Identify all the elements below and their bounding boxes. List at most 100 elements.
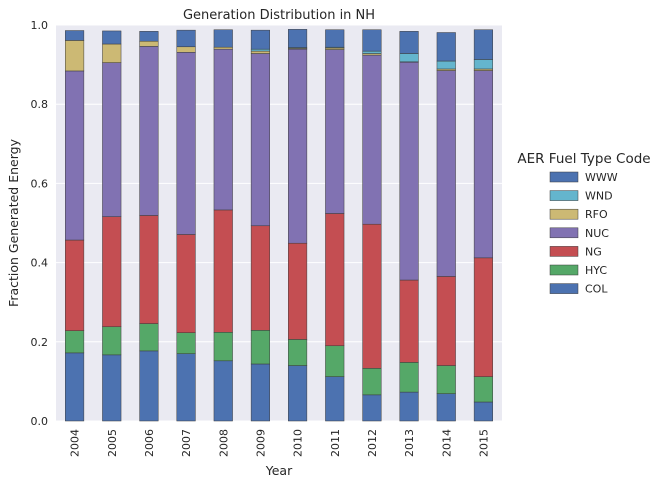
bar-segment-ng [362, 223, 382, 369]
bar-segment-nuc [399, 61, 419, 281]
bar-segment-nuc [139, 46, 159, 216]
bar-segment-rfo [102, 43, 122, 63]
bar-stacks [65, 29, 493, 422]
bar-stack-2008 [213, 29, 233, 422]
bar-segment-www [65, 30, 85, 41]
bar-segment-www [139, 31, 159, 42]
bar-segment-ng [325, 213, 345, 347]
bar-segment-ng [102, 216, 122, 328]
legend-label-www: WWW [585, 171, 618, 184]
legend-swatch-nuc [549, 227, 579, 239]
bar-segment-ng [65, 239, 85, 331]
bar-segment-nuc [250, 53, 270, 227]
legend-title: AER Fuel Type Code [517, 151, 650, 167]
y-axis-ticks: 0.0 0.2 0.4 0.6 0.8 1.0 [31, 19, 49, 428]
bar-segment-nuc [325, 49, 345, 214]
bar-segment-wnd [436, 60, 456, 70]
y-tick-label: 0.8 [31, 98, 49, 111]
legend-label-col: COL [585, 283, 608, 296]
legend-swatch-col [549, 283, 579, 294]
y-tick-label: 0.0 [31, 415, 49, 428]
bar-segment-ng [250, 225, 270, 331]
bar-segment-www [436, 32, 456, 62]
legend-label-hyc: HYC [585, 264, 607, 277]
bar-segment-ng [399, 279, 419, 363]
bar-segment-nuc [473, 70, 493, 259]
plot-area [56, 25, 502, 421]
bar-segment-hyc [325, 345, 345, 377]
bar-segment-ng [288, 242, 308, 340]
bar-segment-www [102, 30, 122, 45]
x-tick-label: 2014 [440, 429, 453, 457]
x-tick-label: 2009 [254, 429, 267, 457]
bar-segment-ng [473, 257, 493, 377]
y-axis-label: Fraction Generated Energy [6, 138, 21, 307]
bar-stack-2015 [473, 29, 493, 422]
x-tick-label: 2010 [292, 429, 305, 457]
bar-segment-hyc [399, 362, 419, 393]
bar-segment-hyc [102, 326, 122, 356]
legend-label-ng: NG [585, 245, 602, 258]
x-axis-label: Year [265, 463, 293, 478]
bar-segment-col [288, 365, 308, 422]
bar-segment-wnd [473, 59, 493, 70]
bar-segment-rfo [176, 46, 196, 53]
bar-segment-wnd [362, 50, 382, 54]
y-tick-label: 0.2 [31, 336, 49, 349]
bar-segment-ng [213, 209, 233, 333]
bar-segment-col [362, 394, 382, 422]
bar-segment-hyc [250, 330, 270, 365]
legend-swatch-hyc [549, 264, 579, 276]
bar-segment-col [65, 352, 85, 422]
x-tick-label: 2015 [477, 429, 490, 457]
x-tick-label: 2006 [143, 429, 156, 457]
bar-segment-hyc [473, 376, 493, 403]
bar-segment-www [288, 29, 308, 48]
legend-label-nuc: NUC [585, 227, 609, 240]
legend-swatch-rfo [549, 208, 579, 220]
bar-segment-www [399, 31, 419, 54]
bar-segment-www [213, 29, 233, 48]
bar-segment-rfo [250, 50, 270, 54]
bar-segment-www [362, 29, 382, 52]
bar-segment-nuc [362, 54, 382, 225]
x-tick-label: 2005 [106, 429, 119, 457]
bar-segment-www [176, 29, 196, 48]
bar-segment-nuc [176, 52, 196, 235]
bar-segment-hyc [139, 323, 159, 352]
bar-segment-hyc [288, 339, 308, 366]
bar-stack-2009 [250, 29, 270, 422]
bar-segment-hyc [65, 330, 85, 354]
x-tick-label: 2007 [180, 429, 193, 457]
gridlines [56, 24, 502, 422]
bar-segment-col [399, 391, 419, 422]
x-tick-label: 2008 [217, 429, 230, 457]
bar-segment-col [325, 376, 345, 422]
x-tick-label: 2011 [329, 429, 342, 457]
bar-segment-hyc [436, 365, 456, 394]
bar-segment-www [325, 29, 345, 48]
legend-swatch-ng [549, 246, 579, 257]
bar-stack-2007 [176, 29, 196, 422]
bar-stack-2010 [288, 29, 308, 422]
x-tick-label: 2004 [69, 429, 82, 457]
bar-segment-www [250, 29, 270, 50]
bar-segment-hyc [176, 332, 196, 354]
y-tick-label: 0.4 [31, 257, 49, 270]
bar-segment-hyc [213, 332, 233, 362]
y-tick-label: 0.6 [31, 177, 49, 190]
bar-segment-col [176, 353, 196, 422]
bar-segment-ng [176, 234, 196, 333]
bar-segment-rfo [139, 40, 159, 47]
bar-stack-2004 [65, 30, 85, 422]
y-tick-label: 1.0 [31, 19, 49, 32]
bar-segment-ng [436, 276, 456, 366]
bar-stack-2005 [102, 30, 122, 422]
legend-swatch-www [549, 171, 579, 183]
bar-segment-nuc [213, 48, 233, 211]
bar-segment-nuc [288, 48, 308, 244]
bar-segment-col [213, 360, 233, 422]
bar-segment-rfo [213, 46, 233, 50]
x-axis-ticks: 2004 2005 2006 2007 2008 2009 2010 2011 2012 2013… [69, 429, 491, 457]
